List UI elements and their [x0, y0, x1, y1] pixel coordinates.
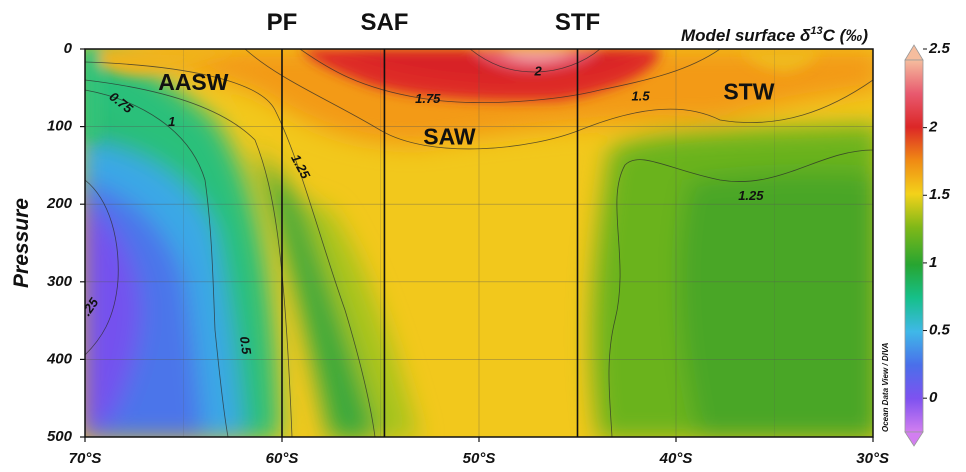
- contour-line-1-75: [299, 49, 721, 103]
- y-tick-label: 500: [47, 428, 73, 445]
- contour-lines: [85, 49, 873, 437]
- colorbar-tick-label: 1.5: [929, 186, 951, 203]
- contour-line-2: [469, 49, 601, 73]
- front-labels: PF SAF STF: [267, 9, 601, 36]
- contour-label: 0.5: [237, 335, 254, 356]
- colorbar-bottom-cap: [904, 431, 924, 447]
- x-tick-label: 50°S: [463, 450, 496, 467]
- x-tick-label: 70°S: [69, 450, 102, 467]
- credit-text: Ocean Data View / DIVA: [881, 342, 890, 432]
- colorbar-tick-label: 1: [929, 254, 937, 271]
- x-axis-ticks: 70°S 60°S 50°S 40°S 30°S: [69, 437, 889, 467]
- contour-label: 2: [533, 64, 542, 79]
- water-mass-label-aasw: AASW: [158, 69, 229, 95]
- contour-label: 1.5: [632, 89, 651, 104]
- y-axis-label: Pressure: [10, 198, 33, 288]
- water-mass-label-stw: STW: [723, 78, 774, 104]
- water-mass-label-saw: SAW: [423, 123, 476, 149]
- contour-line-0-75: [85, 89, 229, 437]
- x-tick-label: 40°S: [659, 450, 693, 467]
- colorbar: 2.5 2 1.5 1 0.5 0: [904, 40, 951, 447]
- y-tick-label: 400: [46, 350, 73, 367]
- y-tick-label: 100: [47, 118, 73, 135]
- colorbar-tick-label: 0.5: [929, 322, 951, 339]
- colorbar-top-cap: [904, 44, 924, 61]
- grid-lines: [85, 49, 873, 437]
- contour-label: 1.25: [738, 188, 764, 203]
- y-tick-label: 0: [64, 40, 73, 57]
- contour-line-1-5: [244, 49, 873, 150]
- y-tick-label: 200: [46, 195, 73, 212]
- contour-line-1-25-east: [608, 149, 873, 437]
- y-axis-ticks: 0 100 200 300 400 500: [46, 40, 85, 445]
- colorbar-tick-label: 0: [929, 389, 938, 406]
- colorbar-ticks: 2.5 2 1.5 1 0.5 0: [923, 40, 951, 406]
- contour-line-1-25: [85, 61, 376, 437]
- contour-line-0-5: [85, 179, 119, 356]
- contour-label: 1: [168, 114, 175, 129]
- colorbar-tick-label: 2.5: [928, 40, 951, 57]
- chart-title: Model surface δ13C (‰): [681, 25, 868, 45]
- front-label-saf: SAF: [360, 9, 408, 36]
- front-label-stf: STF: [555, 9, 600, 36]
- colorbar-gradient: [904, 59, 924, 433]
- x-tick-label: 60°S: [266, 450, 299, 467]
- water-mass-labels: AASW SAW STW: [158, 69, 775, 149]
- x-tick-label: 30°S: [856, 450, 889, 467]
- contour-label: 1.75: [415, 91, 441, 106]
- contour-line-1: [85, 79, 293, 437]
- front-label-pf: PF: [267, 9, 298, 36]
- front-lines: [281, 49, 579, 437]
- colorbar-tick-label: 2: [928, 119, 938, 136]
- y-tick-label: 300: [47, 273, 73, 290]
